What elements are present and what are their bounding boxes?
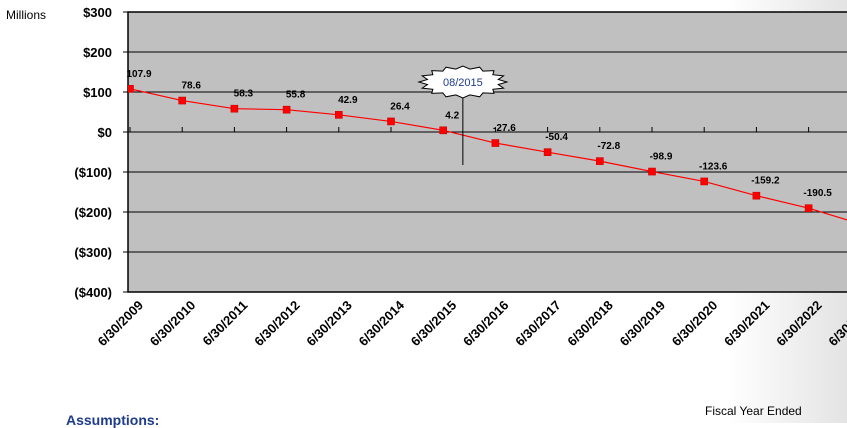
y-tick-label: $300 xyxy=(83,5,112,20)
data-point xyxy=(543,148,552,156)
data-label: -190.5 xyxy=(803,188,832,199)
data-label: 42.9 xyxy=(338,95,358,106)
x-tick-label: 6/30/2021 xyxy=(721,298,773,350)
x-tick-label: 6/30/2014 xyxy=(356,297,408,349)
x-tick-label: 6/30/2013 xyxy=(303,298,355,350)
data-label: 78.6 xyxy=(181,81,201,92)
x-tick-label: 6/30/2019 xyxy=(617,298,669,350)
x-tick-label: 6/30/2018 xyxy=(564,298,616,350)
x-tick-label: 6/30/2017 xyxy=(512,298,564,350)
x-tick-label: 6/30/2023 xyxy=(825,298,847,350)
data-point xyxy=(491,139,500,147)
x-tick-label: 6/30/2010 xyxy=(147,298,199,350)
fiscal-year-label: Fiscal Year Ended xyxy=(705,404,802,418)
data-point xyxy=(648,167,656,176)
x-tick-label: 6/30/2015 xyxy=(408,298,460,350)
data-label: -123.6 xyxy=(699,161,728,172)
y-tick-label: ($200) xyxy=(74,205,112,220)
y-tick-label: $100 xyxy=(83,85,112,100)
data-label: -98.9 xyxy=(650,152,673,163)
data-point xyxy=(439,126,448,135)
assumptions-heading: Assumptions: xyxy=(66,412,160,428)
data-point xyxy=(387,117,395,126)
data-label: 58.3 xyxy=(234,89,254,100)
data-point xyxy=(595,157,604,165)
data-label: 107.9 xyxy=(126,69,151,80)
unit-label: Millions xyxy=(6,8,47,22)
y-tick-label: ($100) xyxy=(74,165,112,180)
data-point xyxy=(282,105,291,114)
data-label: 55.8 xyxy=(286,90,306,101)
data-label: -72.8 xyxy=(597,141,620,152)
data-point xyxy=(700,177,709,186)
x-tick-label: 6/30/2016 xyxy=(460,298,512,350)
data-point xyxy=(178,96,186,105)
callout-starburst xyxy=(417,65,509,99)
x-tick-label: 6/30/2012 xyxy=(251,298,303,350)
data-label: -27.6 xyxy=(493,123,516,134)
data-label: -50.4 xyxy=(545,132,568,143)
y-tick-label: ($300) xyxy=(74,245,112,260)
callout-label: 08/2015 xyxy=(443,77,483,89)
data-point xyxy=(334,111,343,119)
y-tick-label: $0 xyxy=(98,125,112,140)
data-point xyxy=(752,191,761,200)
x-tick-label: 6/30/2009 xyxy=(95,298,147,350)
x-tick-label: 6/30/2020 xyxy=(669,298,721,350)
data-label: 4.2 xyxy=(445,110,459,121)
y-tick-label: $200 xyxy=(83,45,112,60)
data-point xyxy=(230,104,239,113)
x-tick-label: 6/30/2011 xyxy=(200,298,251,349)
data-label: 26.4 xyxy=(390,101,410,112)
data-label: -159.2 xyxy=(751,176,780,187)
data-point xyxy=(804,204,813,212)
x-tick-label: 6/30/2022 xyxy=(773,298,825,350)
plot-area xyxy=(127,11,847,293)
y-tick-label: ($400) xyxy=(74,285,112,300)
data-point xyxy=(128,85,134,93)
